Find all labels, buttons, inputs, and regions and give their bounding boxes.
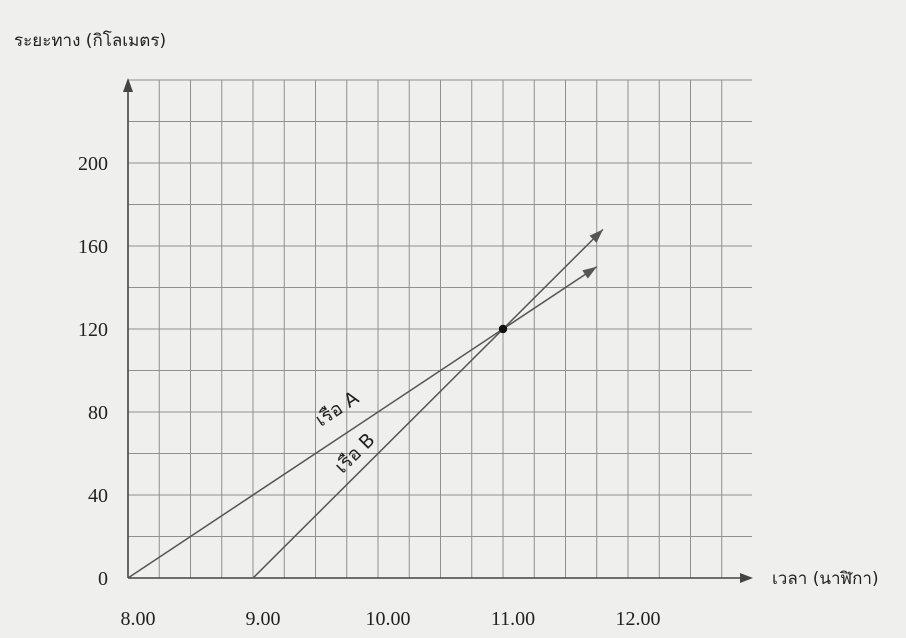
series-arrow-b	[589, 229, 603, 243]
x-tick-label: 11.00	[491, 608, 535, 630]
y-tick-label: 160	[78, 236, 108, 258]
x-tick-label: 10.00	[366, 608, 411, 630]
series-arrow-a	[582, 266, 597, 279]
y-axis-arrow	[123, 78, 133, 92]
y-tick-label: 80	[88, 402, 108, 424]
y-tick-label: 40	[88, 485, 108, 507]
y-tick-label: 200	[78, 153, 108, 175]
x-tick-label: 8.00	[121, 608, 156, 630]
series-label-a: เรือ A	[311, 387, 362, 431]
grid	[128, 79, 752, 578]
intersection-point	[498, 324, 508, 334]
tick-labels: 0 40 80 120 160 200 8.00 9.00 10.00 11.00 12.00	[78, 153, 661, 630]
y-tick-label: 0	[98, 568, 108, 590]
x-axis-title: เวลา (นาฬิกา)	[772, 569, 879, 589]
y-tick-label: 120	[78, 319, 108, 341]
axes	[123, 78, 753, 583]
series-line-b	[252, 228, 604, 579]
x-tick-label: 9.00	[246, 608, 281, 630]
x-tick-label: 12.00	[616, 608, 661, 630]
series-lines: เรือ Aเรือ B	[127, 228, 604, 579]
y-axis-title: ระยะทาง (กิโลเมตร)	[14, 30, 166, 51]
x-axis-arrow	[740, 573, 753, 583]
series-line-a	[127, 266, 598, 579]
